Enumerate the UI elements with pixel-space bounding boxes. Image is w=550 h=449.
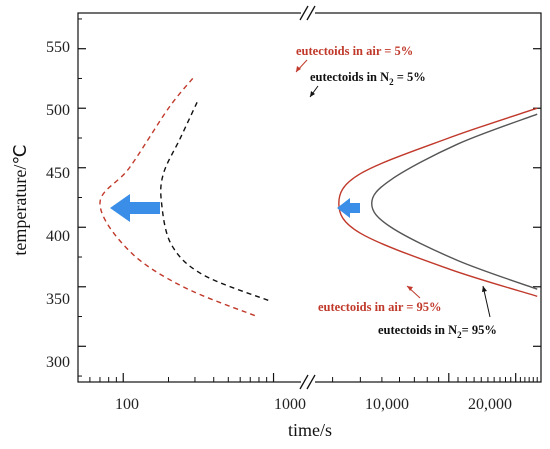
annotation-n2-95-prefix: eutectoids in N [378, 323, 457, 337]
shift-arrow-large-icon [110, 194, 160, 222]
series-line-air95 [338, 107, 538, 297]
y-tick-label-300: 300 [46, 354, 70, 371]
x-axis-ticks [89, 373, 538, 382]
y-axis-ticks [78, 18, 541, 377]
x-tick-label-20000: 20,000 [468, 396, 512, 413]
y-axis-label: temperature/℃ [10, 144, 30, 255]
annotation-air-5: eutectoids in air = 5% [296, 44, 413, 58]
annotation-air-95: eutectoids in air = 95% [318, 300, 442, 314]
x-tick-label-100: 100 [115, 396, 139, 413]
y-tick-label-500: 500 [46, 102, 70, 119]
shift-arrow-small-icon [337, 198, 360, 218]
pointer-air95-head [407, 286, 413, 291]
pointer-n25-head [310, 91, 315, 97]
x-tick-labels: 100 1000 10,000 20,000 [115, 396, 512, 413]
annotation-n2-5-suffix: = 5% [394, 70, 426, 84]
annotation-pointers [295, 59, 491, 318]
x-tick-label-10000: 10,000 [365, 396, 409, 413]
annotation-n2-5: eutectoids in N2 = 5% [310, 70, 426, 87]
shift-arrow-left [110, 194, 160, 222]
annotation-n2-95-suffix: = 95% [462, 323, 497, 337]
y-tick-label-550: 550 [46, 39, 70, 56]
x-axis-label: time/s [288, 420, 332, 440]
series-layer [99, 78, 538, 318]
pointer-n295-head [482, 286, 487, 292]
annotation-n2-95: eutectoids in N2= 95% [378, 323, 497, 340]
series-line-air5 [99, 78, 258, 318]
y-tick-label-400: 400 [46, 228, 70, 245]
series-line-n25 [160, 101, 271, 302]
x-tick-label-1000: 1000 [274, 396, 306, 413]
annotation-n2-95-sub: 2 [457, 330, 462, 340]
shift-arrow-right [337, 198, 360, 218]
axis-break-bottom [299, 374, 316, 390]
series-line-n295 [371, 113, 538, 290]
y-tick-labels: 300 350 400 450 500 550 [46, 39, 70, 371]
annotation-n2-5-prefix: eutectoids in N [310, 70, 389, 84]
pointer-air5-head [296, 66, 301, 72]
axis-break-top [299, 5, 316, 21]
y-tick-label-450: 450 [46, 165, 70, 182]
y-tick-label-350: 350 [46, 291, 70, 308]
annotation-n2-5-sub: 2 [389, 77, 394, 87]
